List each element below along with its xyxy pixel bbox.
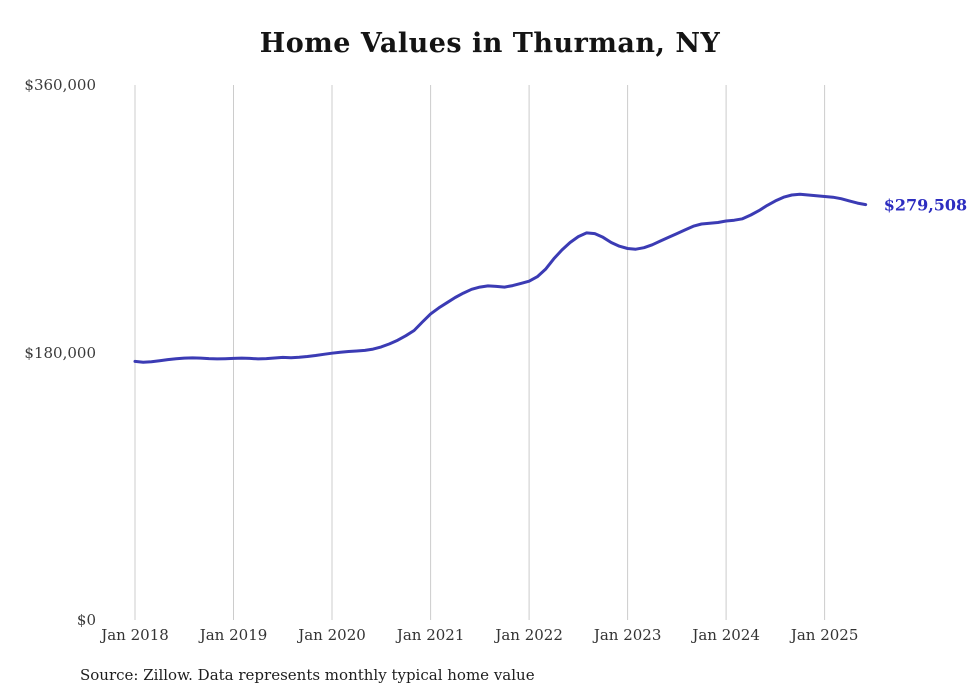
x-axis-tick-label: Jan 2019 — [199, 626, 268, 644]
home-value-line — [133, 192, 868, 364]
x-axis-tick-label: Jan 2020 — [298, 626, 366, 644]
source-note: Source: Zillow. Data represents monthly … — [80, 666, 535, 684]
x-axis-tick-label: Jan 2023 — [593, 626, 662, 644]
y-axis-tick-label: $180,000 — [24, 343, 96, 362]
chart-title: Home Values in Thurman, NY — [259, 28, 721, 59]
x-axis-tick-label: Jan 2025 — [790, 626, 859, 644]
x-axis-tick-label: Jan 2022 — [495, 626, 563, 644]
end-value-label: $279,508 — [883, 195, 968, 215]
x-axis-tick-label: Jan 2024 — [692, 626, 760, 644]
y-axis-tick-label: $360,000 — [24, 76, 96, 94]
y-axis-tick-label: $0 — [76, 611, 96, 629]
x-axis-tick-label: Jan 2018 — [101, 626, 169, 644]
x-axis-tick-label: Jan 2021 — [396, 626, 465, 644]
